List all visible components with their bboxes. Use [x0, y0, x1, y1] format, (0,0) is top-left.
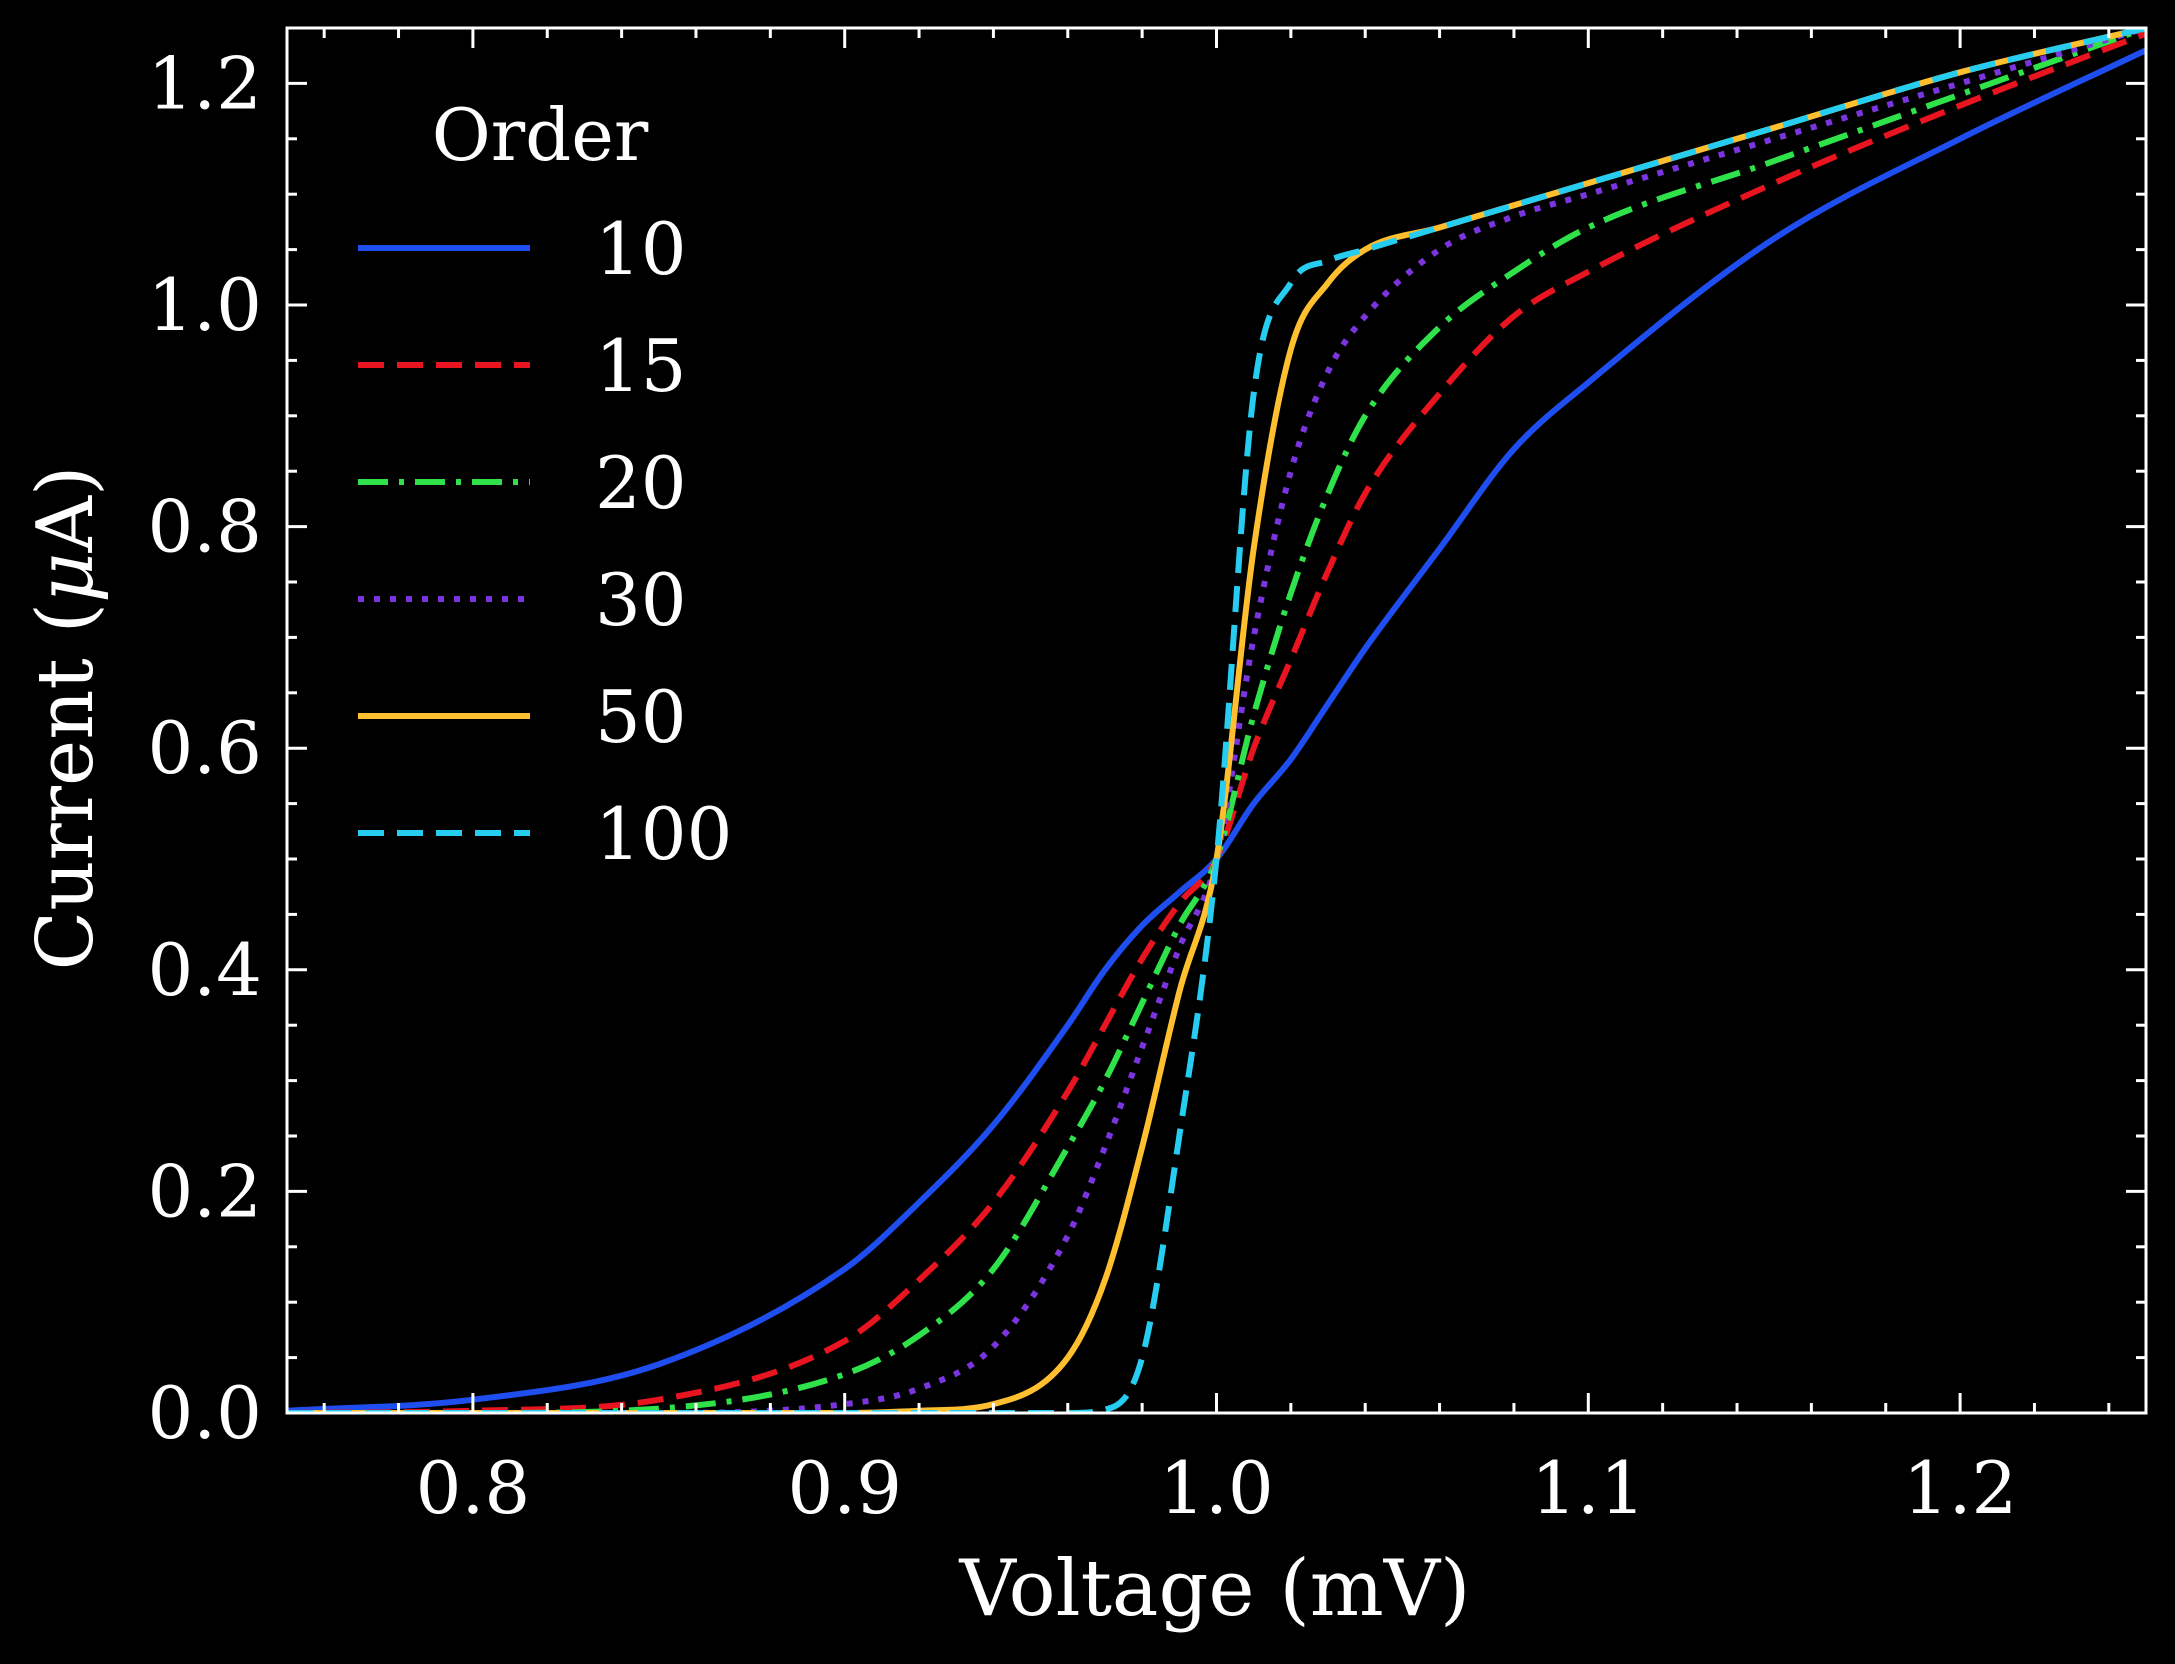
x-tick-label: 0.9 — [787, 1446, 902, 1530]
y-axis-label-suffix: A) — [21, 466, 111, 554]
legend-label: 20 — [595, 441, 687, 525]
x-tick-label: 0.8 — [416, 1446, 531, 1530]
x-tick-label: 1.1 — [1531, 1446, 1646, 1530]
legend-item-30: 30 — [358, 558, 687, 642]
y-axis-label: Current (μA) — [21, 466, 111, 971]
y-axis-label-symbol: μ — [21, 552, 111, 603]
legend-label: 50 — [595, 675, 687, 759]
legend-label: 30 — [595, 558, 687, 642]
x-tick-label: 1.2 — [1903, 1446, 2018, 1530]
y-tick-label: 0.2 — [147, 1149, 262, 1233]
data-curves — [287, 28, 2146, 1413]
plot-frame — [285, 26, 2148, 1415]
x-axis-label: Voltage (mV) — [959, 1544, 1471, 1634]
y-tick-label: 1.2 — [147, 41, 262, 125]
y-axis-label-prefix: Current ( — [21, 603, 111, 970]
series-line-30 — [287, 28, 2146, 1413]
series-line-100 — [287, 28, 2146, 1413]
legend-item-50: 50 — [358, 675, 687, 759]
legend-item-15: 15 — [358, 324, 687, 408]
legend-label: 100 — [595, 792, 732, 876]
y-tick-label: 1.0 — [147, 263, 262, 347]
x-tick-label: 1.0 — [1159, 1446, 1274, 1530]
y-tick-label: 0.6 — [147, 706, 262, 790]
legend-item-100: 100 — [358, 792, 732, 876]
legend-label: 10 — [595, 207, 687, 291]
legend-title: Order — [432, 93, 649, 177]
y-tick-label: 0.0 — [147, 1371, 262, 1455]
legend: Order 10 15 20 30 50 100 — [358, 93, 732, 876]
y-tick-label: 0.4 — [147, 928, 262, 1012]
legend-label: 15 — [595, 324, 687, 408]
y-tick-label: 0.8 — [147, 485, 262, 569]
legend-item-10: 10 — [358, 207, 687, 291]
tick-labels: 0.8 0.9 1.0 1.1 1.2 0.0 0.2 0.4 0.6 0.8 1.0 1.2 — [147, 41, 2017, 1530]
legend-item-20: 20 — [358, 441, 687, 525]
series-line-10 — [287, 47, 2146, 1413]
